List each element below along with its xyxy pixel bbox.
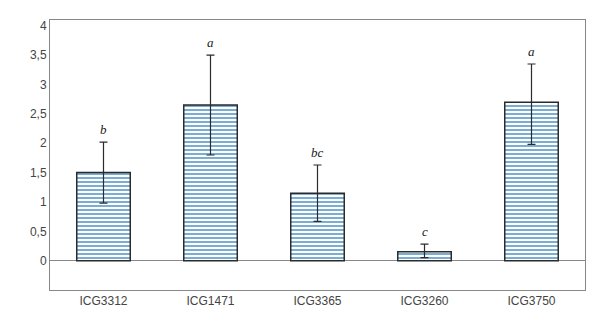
svg-text:2,5: 2,5 [30, 107, 47, 121]
svg-text:a: a [528, 44, 535, 59]
svg-text:3: 3 [40, 78, 47, 92]
svg-text:ICG3365: ICG3365 [293, 294, 341, 308]
svg-text:ICG3260: ICG3260 [400, 294, 448, 308]
svg-text:0: 0 [40, 254, 47, 268]
svg-text:ICG3312: ICG3312 [79, 294, 127, 308]
svg-text:4: 4 [40, 19, 47, 33]
svg-text:a: a [207, 35, 214, 50]
svg-text:1: 1 [40, 195, 47, 209]
svg-text:2: 2 [40, 136, 47, 150]
svg-text:bc: bc [311, 145, 324, 160]
svg-text:0,5: 0,5 [30, 225, 47, 239]
svg-text:1,5: 1,5 [30, 166, 47, 180]
svg-text:b: b [100, 122, 107, 137]
svg-text:3,5: 3,5 [30, 48, 47, 62]
svg-text:c: c [422, 224, 428, 239]
svg-text:ICG3750: ICG3750 [507, 294, 555, 308]
svg-text:ICG1471: ICG1471 [186, 294, 234, 308]
